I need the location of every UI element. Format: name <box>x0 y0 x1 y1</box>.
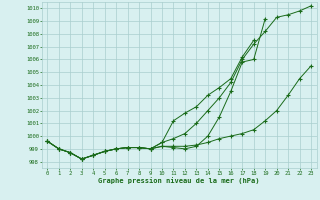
X-axis label: Graphe pression niveau de la mer (hPa): Graphe pression niveau de la mer (hPa) <box>99 177 260 184</box>
